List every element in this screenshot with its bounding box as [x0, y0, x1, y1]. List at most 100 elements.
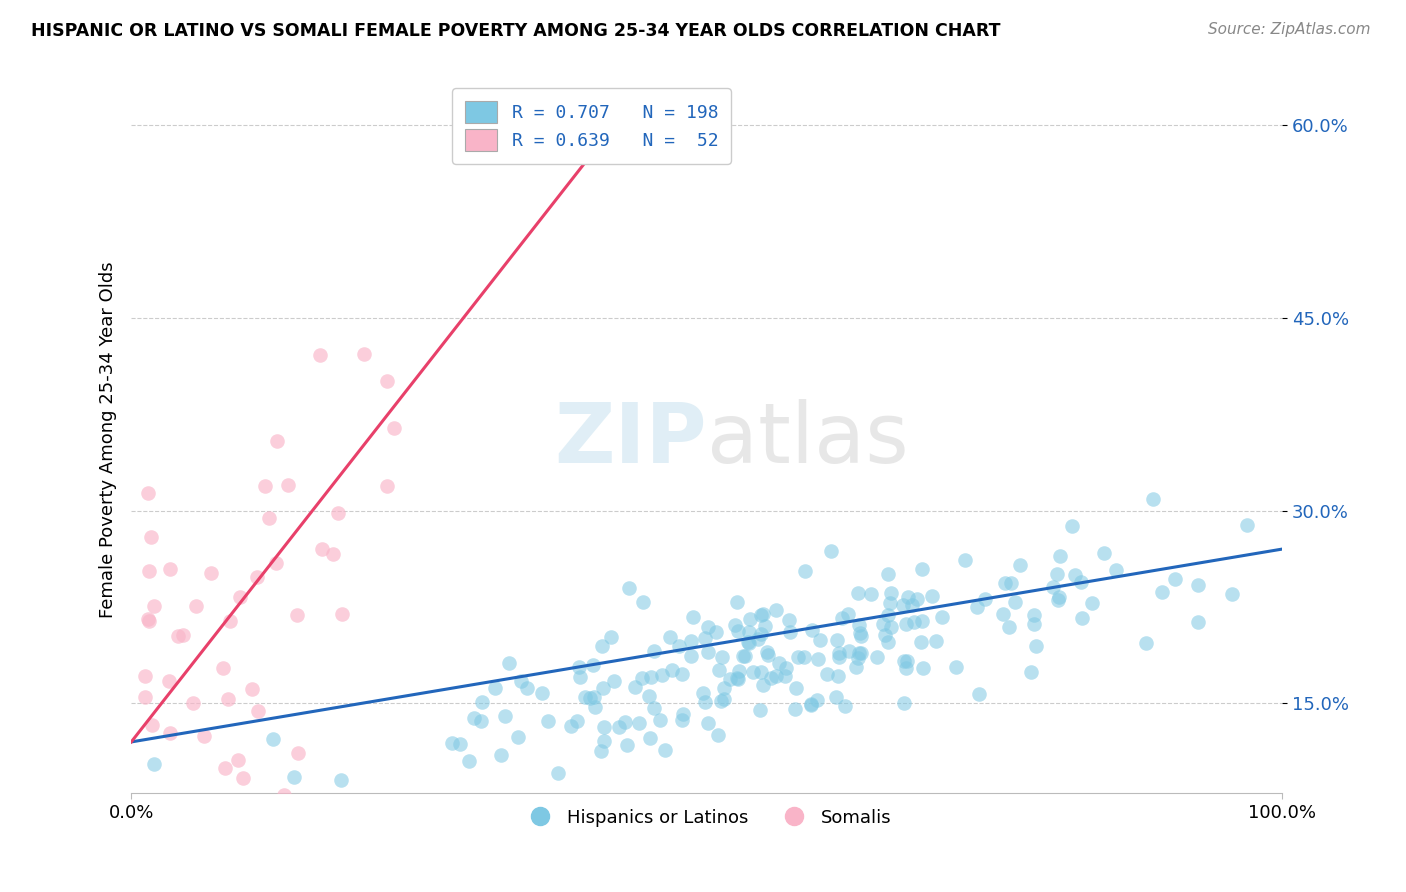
Point	[967, 687, 990, 701]
Point	[893, 654, 915, 668]
Point	[1042, 580, 1064, 594]
Point	[737, 635, 759, 649]
Point	[894, 661, 917, 675]
Point	[494, 709, 516, 723]
Point	[516, 681, 538, 696]
Point	[422, 812, 444, 826]
Point	[896, 654, 918, 668]
Point	[807, 651, 830, 665]
Point	[408, 812, 430, 826]
Point	[800, 624, 823, 638]
Point	[226, 753, 249, 767]
Point	[742, 665, 765, 680]
Point	[707, 728, 730, 742]
Point	[613, 714, 636, 729]
Point	[713, 692, 735, 706]
Point	[661, 663, 683, 677]
Point	[1142, 491, 1164, 506]
Point	[945, 659, 967, 673]
Point	[727, 672, 749, 686]
Point	[139, 530, 162, 544]
Point	[793, 565, 815, 579]
Y-axis label: Female Poverty Among 25-34 Year Olds: Female Poverty Among 25-34 Year Olds	[100, 261, 117, 618]
Point	[1135, 636, 1157, 650]
Point	[322, 547, 344, 561]
Point	[672, 706, 695, 721]
Legend: Hispanics or Latinos, Somalis: Hispanics or Latinos, Somalis	[515, 801, 898, 834]
Point	[775, 668, 797, 682]
Point	[471, 695, 494, 709]
Point	[827, 669, 849, 683]
Point	[253, 479, 276, 493]
Point	[1004, 595, 1026, 609]
Point	[193, 729, 215, 743]
Point	[353, 346, 375, 360]
Point	[229, 591, 252, 605]
Point	[256, 803, 278, 817]
Point	[470, 714, 492, 728]
Point	[273, 788, 295, 802]
Text: ZIP: ZIP	[554, 400, 707, 481]
Point	[311, 541, 333, 556]
Point	[484, 681, 506, 695]
Point	[752, 678, 775, 692]
Point	[1092, 546, 1115, 560]
Point	[1080, 596, 1102, 610]
Point	[330, 773, 353, 788]
Point	[637, 690, 659, 704]
Point	[599, 630, 621, 644]
Point	[328, 506, 350, 520]
Point	[631, 671, 654, 685]
Text: HISPANIC OR LATINO VS SOMALI FEMALE POVERTY AMONG 25-34 YEAR OLDS CORRELATION CH: HISPANIC OR LATINO VS SOMALI FEMALE POVE…	[31, 22, 1001, 40]
Point	[1025, 639, 1047, 653]
Point	[994, 576, 1017, 591]
Point	[921, 589, 943, 603]
Point	[872, 616, 894, 631]
Point	[582, 658, 605, 673]
Point	[382, 421, 405, 435]
Point	[214, 760, 236, 774]
Point	[903, 615, 925, 630]
Point	[138, 615, 160, 629]
Point	[489, 747, 512, 762]
Point	[330, 607, 353, 621]
Point	[718, 673, 741, 687]
Point	[876, 608, 898, 623]
Point	[901, 599, 924, 613]
Point	[693, 631, 716, 645]
Point	[692, 686, 714, 700]
Point	[1010, 558, 1032, 573]
Point	[749, 626, 772, 640]
Point	[873, 628, 896, 642]
Point	[728, 664, 751, 678]
Point	[799, 698, 821, 712]
Point	[785, 702, 807, 716]
Point	[910, 635, 932, 649]
Point	[651, 667, 673, 681]
Point	[1071, 611, 1094, 625]
Point	[787, 650, 810, 665]
Point	[828, 650, 851, 665]
Point	[167, 628, 190, 642]
Point	[285, 608, 308, 623]
Point	[831, 611, 853, 625]
Point	[848, 646, 870, 660]
Point	[738, 612, 761, 626]
Point	[793, 649, 815, 664]
Point	[583, 690, 606, 704]
Point	[724, 617, 747, 632]
Point	[648, 714, 671, 728]
Point	[266, 556, 288, 570]
Point	[955, 553, 977, 567]
Point	[1062, 518, 1084, 533]
Point	[880, 586, 903, 600]
Point	[912, 661, 935, 675]
Point	[603, 673, 626, 688]
Point	[704, 624, 727, 639]
Point	[592, 734, 614, 748]
Point	[993, 607, 1015, 621]
Point	[925, 633, 948, 648]
Point	[283, 770, 305, 784]
Point	[574, 690, 596, 705]
Point	[765, 669, 787, 683]
